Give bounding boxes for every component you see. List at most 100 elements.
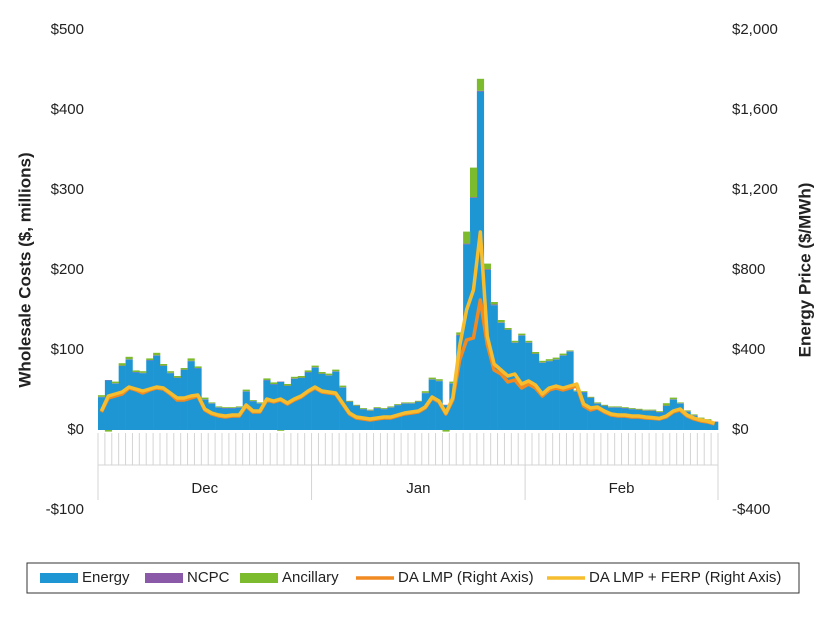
bar-segment [270,384,278,430]
bar-segment [173,376,181,378]
bar-segment [373,407,381,408]
bar-segment [642,410,650,430]
y2-tick-label: $0 [732,421,749,438]
bar-segment [160,364,168,366]
y2-tick-label: $800 [732,261,765,278]
bar-segment [263,378,271,380]
bar-segment [421,391,429,393]
bar-segment [559,355,567,430]
bar-segment [483,263,491,270]
bar-segment [635,410,643,430]
bar-segment [504,328,512,330]
bar-segment [642,409,650,411]
bar-segment [532,354,540,430]
bar-segment [711,422,719,430]
bar-segment [208,403,216,430]
bar-segment [180,368,188,370]
bar-segment [456,332,464,335]
legend-swatch [145,573,183,583]
bar-segment [339,385,347,388]
y2-tick-label: -$400 [732,501,770,518]
bar-segment [428,377,436,380]
bar-segment [669,397,677,400]
bar-segment [607,406,615,408]
month-label: Jan [406,480,430,497]
bar-segment [573,391,581,430]
bar-segment [690,415,698,430]
bar-segment [332,369,340,372]
bar-segment [449,383,457,430]
y2-tick-label: $1,200 [732,181,778,198]
bar-segment [125,356,133,360]
bar-segment [511,342,519,430]
bar-segment [414,402,423,430]
bar-segment [132,372,140,430]
bar-segment [256,403,264,430]
bar-segment [98,395,106,397]
bar-segment [532,352,540,354]
bar-segment [600,404,609,406]
bar-segment [284,384,292,386]
bar-segment [256,402,264,404]
bar-segment [676,403,684,430]
bar-segment [111,383,119,430]
bar-segment [98,397,106,430]
bar-segment [408,403,416,430]
bar-segment [166,373,175,430]
bar-segment [132,370,140,372]
bar-segment [552,359,560,430]
bar-segment [435,379,443,381]
bar-segment [208,402,216,404]
bar-segment [235,406,243,408]
bar-segment [166,371,175,373]
bar-segment [580,391,588,392]
bar-segment [621,407,629,408]
bar-segment [394,404,402,405]
y2-axis-title: Energy Price ($/MWh) [795,183,814,358]
bar-segment [525,342,533,430]
bar-segment [552,357,560,360]
bar-segment [649,409,657,411]
bar-segment [284,386,292,430]
bar-segment [697,418,705,430]
legend-label: NCPC [187,569,230,586]
bar-segment [304,370,312,372]
bar-segment [325,375,333,430]
bar-segment [428,379,436,430]
bar-segment [290,376,299,379]
bar-segment [304,372,312,430]
bar-segment [387,406,395,408]
bar-segment [146,358,154,360]
bar-segment [683,411,691,430]
bar-segment [476,90,485,92]
bar-segment [277,430,285,431]
bar-segment [325,373,333,376]
bar-segment [476,78,485,91]
bar-segment [545,359,553,361]
bar-segment [125,359,133,430]
bar-segment [545,361,553,430]
bar-segment [118,366,126,430]
bar-segment [470,197,478,198]
bar-segment [594,402,602,404]
bar-segment [194,366,202,368]
bar-segment [263,380,271,430]
bar-segment [346,400,354,402]
bar-segment [442,405,450,430]
bar-segment [297,376,305,378]
bar-segment [463,243,471,245]
bar-segment [421,393,429,430]
bar-segment [456,335,464,430]
legend-label: Energy [82,569,130,586]
bar-segment [580,392,588,430]
y-tick-label: $500 [51,21,84,38]
bar-segment [594,403,602,430]
bar-segment [490,302,498,305]
bar-segment [442,430,450,432]
bar-segment [628,409,636,430]
legend-label: DA LMP + FERP (Right Axis) [589,569,781,586]
legend-label: Ancillary [282,569,339,586]
bar-segment [380,408,388,409]
month-label: Dec [191,480,218,497]
y-tick-label: $100 [51,341,84,358]
